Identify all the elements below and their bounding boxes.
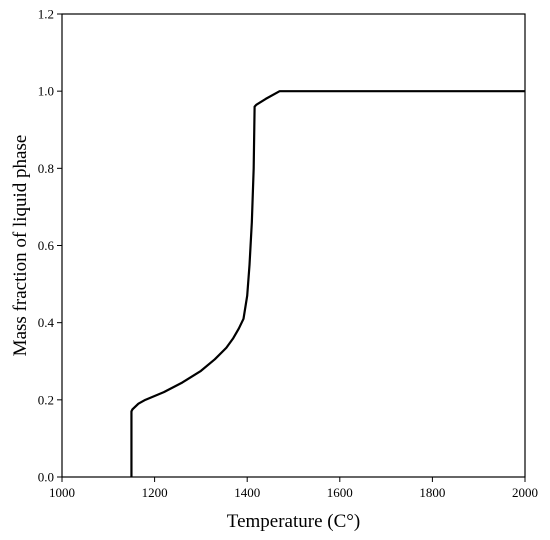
y-axis: 0.0 0.2 0.4 0.6 0.8 1.0 1.2 xyxy=(38,7,62,485)
y-tick-label: 0.2 xyxy=(38,392,54,407)
chart-marks xyxy=(130,90,525,477)
y-tick-label: 0.6 xyxy=(38,238,55,253)
x-axis: 1000 1200 1400 1600 1800 2000 xyxy=(49,477,538,500)
y-tick-label: 0.4 xyxy=(38,315,55,330)
x-tick-label: 1800 xyxy=(419,485,445,500)
x-tick-label: 1200 xyxy=(142,485,168,500)
y-tick-label: 1.0 xyxy=(38,84,54,99)
y-tick-label: 0.8 xyxy=(38,161,54,176)
series-line xyxy=(130,90,525,477)
x-tick-label: 1400 xyxy=(234,485,260,500)
y-tick-label: 1.2 xyxy=(38,7,54,22)
y-axis-title: Mass fraction of liquid phase xyxy=(10,135,31,357)
x-tick-label: 1600 xyxy=(327,485,353,500)
plot-background xyxy=(62,14,525,477)
y-tick-label: 0.0 xyxy=(38,470,54,485)
x-tick-label: 2000 xyxy=(512,485,538,500)
x-tick-label: 1000 xyxy=(49,485,75,500)
x-axis-title: Temperature (C°) xyxy=(227,511,360,532)
